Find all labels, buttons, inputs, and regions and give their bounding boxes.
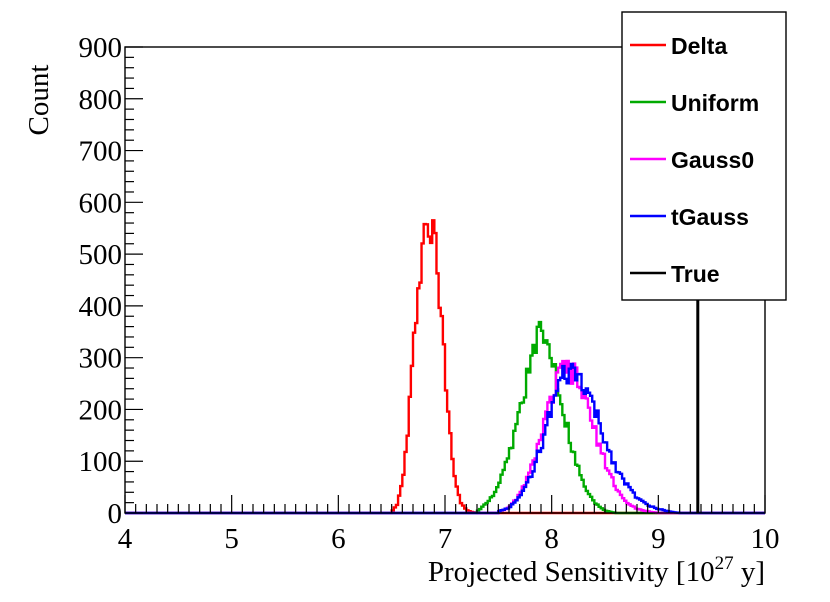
x-tick-label: 8 bbox=[544, 523, 559, 555]
x-tick-label: 7 bbox=[438, 523, 453, 555]
x-axis-title-tail: y] bbox=[734, 556, 765, 588]
legend-label-gauss0: Gauss0 bbox=[671, 147, 754, 173]
x-tick-label: 5 bbox=[224, 523, 239, 555]
x-axis-title-exponent: 27 bbox=[715, 553, 734, 574]
y-tick-label: 900 bbox=[79, 32, 123, 64]
y-tick-label: 600 bbox=[79, 187, 123, 219]
y-tick-label: 300 bbox=[79, 343, 123, 375]
y-tick-label: 800 bbox=[79, 84, 123, 116]
x-tick-label: 10 bbox=[751, 523, 780, 555]
y-axis-title: Count bbox=[23, 65, 55, 136]
x-axis-title: Projected Sensitivity [1027 y] bbox=[428, 553, 765, 588]
legend-box bbox=[621, 11, 787, 301]
y-tick-label: 200 bbox=[79, 394, 123, 426]
legend-label-delta: Delta bbox=[671, 33, 727, 59]
y-tick-label: 0 bbox=[108, 498, 123, 530]
axis-ticks bbox=[124, 46, 766, 514]
x-axis-title-main: Projected Sensitivity [10 bbox=[428, 556, 715, 588]
x-tick-label: 9 bbox=[651, 523, 666, 555]
x-tick-label: 4 bbox=[118, 523, 133, 555]
x-tick-label: 6 bbox=[331, 523, 346, 555]
legend-label-tgauss: tGauss bbox=[671, 204, 749, 230]
legend-label-uniform: Uniform bbox=[671, 90, 759, 116]
legend: Delta Uniform Gauss0 tGauss True bbox=[621, 11, 787, 301]
y-tick-label: 500 bbox=[79, 239, 123, 271]
y-tick-label: 700 bbox=[79, 136, 123, 168]
legend-label-true: True bbox=[671, 261, 720, 287]
y-tick-label: 400 bbox=[79, 291, 123, 323]
y-tick-label: 100 bbox=[79, 446, 123, 478]
